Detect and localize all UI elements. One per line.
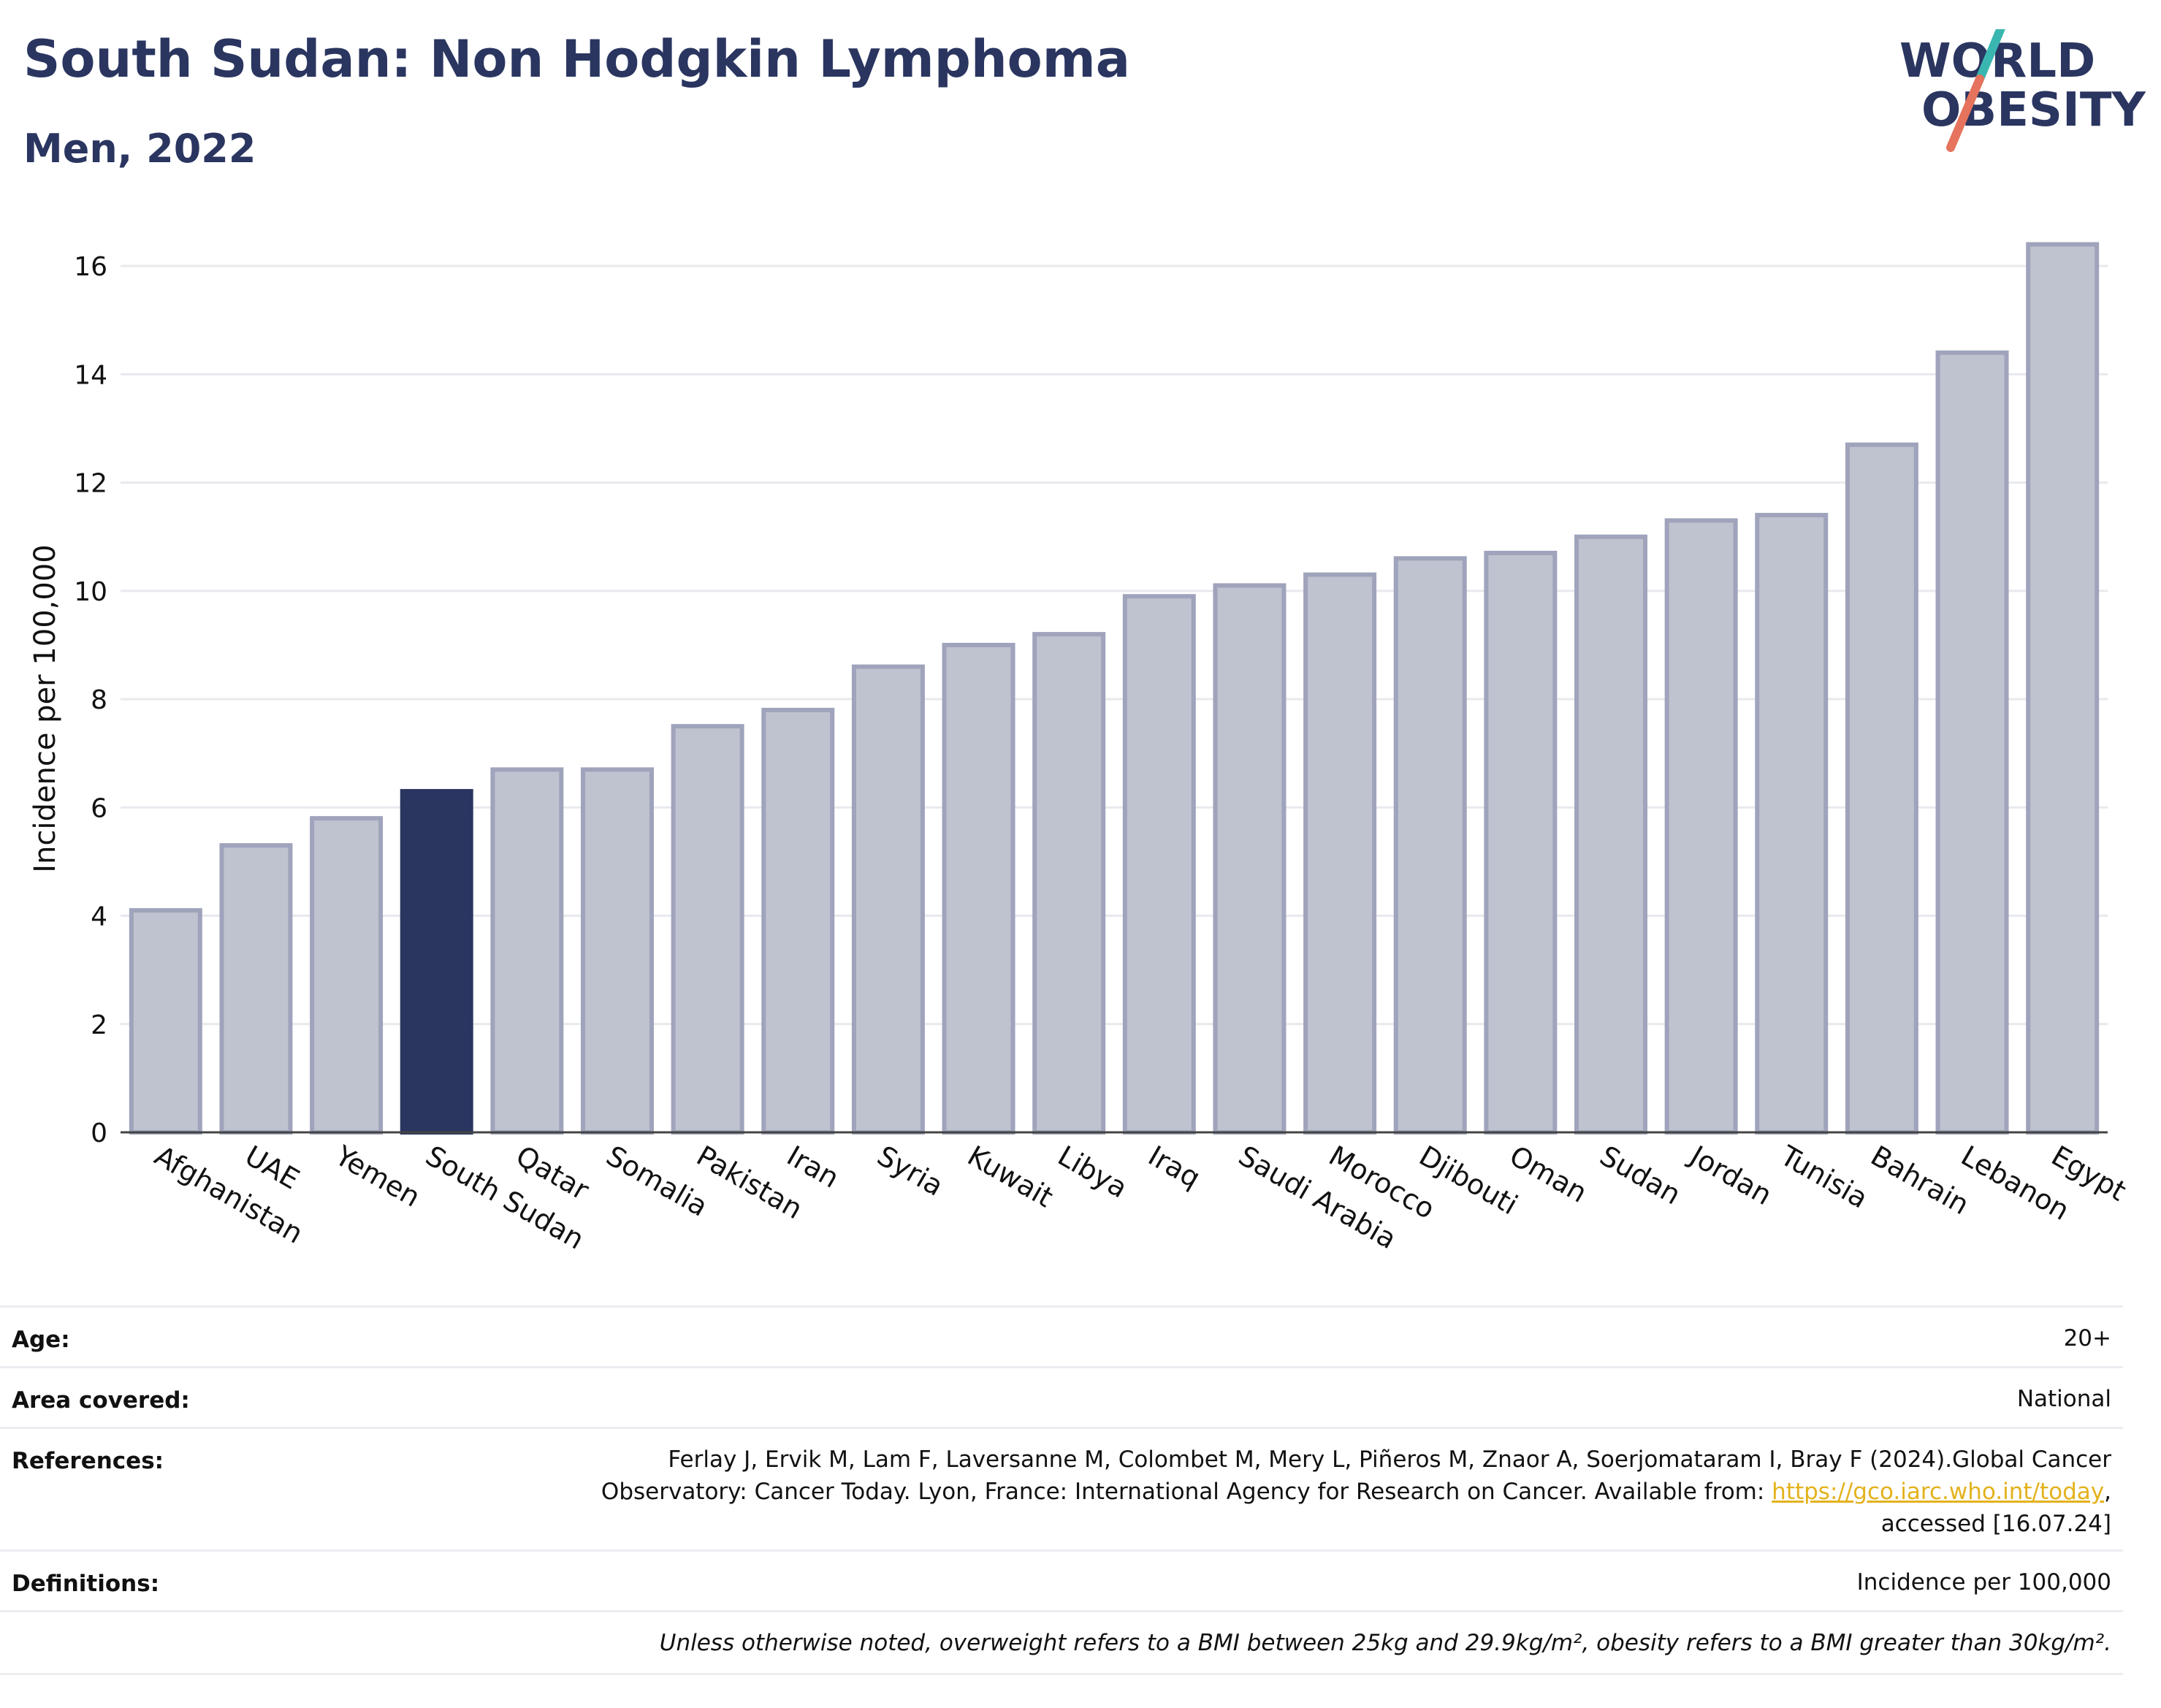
x-tick-label: Libya bbox=[1053, 1140, 1133, 1205]
world-obesity-logo: WORLD OBESITY bbox=[1899, 29, 2146, 152]
bar-uae bbox=[219, 843, 293, 1135]
bar-jordan bbox=[1664, 518, 1738, 1135]
bar-iraq bbox=[1122, 594, 1196, 1135]
bar-afghanistan bbox=[129, 908, 202, 1135]
bar-syria bbox=[851, 664, 925, 1135]
x-tick-label: Yemen bbox=[329, 1139, 426, 1213]
meta-row-area: Area covered: National bbox=[0, 1366, 2123, 1429]
references-label: References: bbox=[12, 1448, 164, 1474]
references-line3: accessed [16.07.24] bbox=[1880, 1511, 2111, 1537]
bar-lebanon bbox=[1935, 350, 2009, 1135]
x-tick-label: Bahrain bbox=[1865, 1140, 1974, 1221]
y-tick-label: 16 bbox=[74, 252, 107, 282]
area-label: Area covered: bbox=[12, 1387, 190, 1414]
x-tick-label: Kuwait bbox=[962, 1140, 1059, 1214]
x-tick-label: Somalia bbox=[601, 1140, 714, 1223]
references-line2: Observatory: Cancer Today. Lyon, France:… bbox=[601, 1476, 2111, 1508]
meta-row-references: References: Ferlay J, Ervik M, Lam F, La… bbox=[0, 1427, 2123, 1552]
logo-slash-top bbox=[1975, 29, 2005, 83]
x-tick-label: Iraq bbox=[1143, 1140, 1205, 1194]
references-link[interactable]: https://gco.iarc.who.int/today bbox=[1772, 1479, 2105, 1505]
area-value: National bbox=[2016, 1386, 2111, 1412]
x-tick-label: Tunisia bbox=[1775, 1139, 1873, 1215]
bar-pakistan bbox=[671, 724, 744, 1135]
meta-row-age: Age: 20+ bbox=[0, 1305, 2123, 1368]
bars bbox=[129, 242, 2100, 1135]
bar-djibouti bbox=[1393, 556, 1467, 1135]
bar-libya bbox=[1032, 632, 1106, 1135]
meta-row-definitions: Definitions: Incidence per 100,000 bbox=[0, 1549, 2123, 1612]
definitions-label: Definitions: bbox=[12, 1571, 160, 1597]
bar-iran bbox=[761, 707, 835, 1135]
meta-row-note: Unless otherwise noted, overweight refer… bbox=[0, 1610, 2123, 1675]
references-line2-end: , bbox=[2104, 1479, 2111, 1505]
x-tick-label: Sudan bbox=[1595, 1140, 1687, 1211]
x-tick-label: Jordan bbox=[1683, 1139, 1777, 1212]
y-axis-label: Incidence per 100,000 bbox=[28, 544, 62, 873]
bar-kuwait bbox=[942, 642, 1015, 1135]
bar-morocco bbox=[1303, 572, 1377, 1135]
y-tick-label: 8 bbox=[91, 685, 107, 715]
y-tick-labels: 0 2 4 6 8 10 12 14 16 bbox=[74, 252, 107, 1148]
bar-sudan bbox=[1574, 534, 1647, 1135]
references-line1: Ferlay J, Ervik M, Lam F, Laversanne M, … bbox=[668, 1446, 2111, 1473]
page-subtitle: Men, 2022 bbox=[23, 126, 256, 172]
y-tick-label: 4 bbox=[91, 902, 107, 932]
bar-south-sudan bbox=[400, 789, 473, 1135]
bar-yemen bbox=[310, 816, 384, 1135]
bar-somalia bbox=[581, 767, 654, 1135]
bmi-note: Unless otherwise noted, overweight refer… bbox=[659, 1630, 2111, 1656]
age-value: 20+ bbox=[2063, 1325, 2111, 1351]
bar-egypt bbox=[2026, 242, 2100, 1135]
y-tick-label: 0 bbox=[91, 1118, 107, 1148]
x-tick-label: Iran bbox=[782, 1140, 845, 1194]
bar-qatar bbox=[490, 767, 564, 1135]
bar-tunisia bbox=[1755, 513, 1829, 1135]
x-tick-label: Syria bbox=[872, 1140, 948, 1202]
age-label: Age: bbox=[12, 1327, 70, 1353]
bar-bahrain bbox=[1845, 442, 1918, 1135]
y-tick-label: 14 bbox=[74, 360, 107, 390]
bar-saudi-arabia bbox=[1213, 583, 1287, 1135]
references-line2-text: Observatory: Cancer Today. Lyon, France:… bbox=[601, 1479, 1772, 1505]
y-tick-label: 2 bbox=[91, 1010, 107, 1040]
y-tick-label: 12 bbox=[74, 469, 107, 499]
definitions-value: Incidence per 100,000 bbox=[1856, 1569, 2111, 1595]
bar-oman bbox=[1484, 550, 1558, 1135]
y-tick-label: 10 bbox=[74, 577, 107, 607]
page-title: South Sudan: Non Hodgkin Lymphoma bbox=[23, 29, 1130, 89]
y-tick-label: 6 bbox=[91, 793, 107, 823]
logo-slash-bottom bbox=[1946, 75, 1984, 152]
references-value: Ferlay J, Ervik M, Lam F, Laversanne M, … bbox=[601, 1444, 2111, 1540]
